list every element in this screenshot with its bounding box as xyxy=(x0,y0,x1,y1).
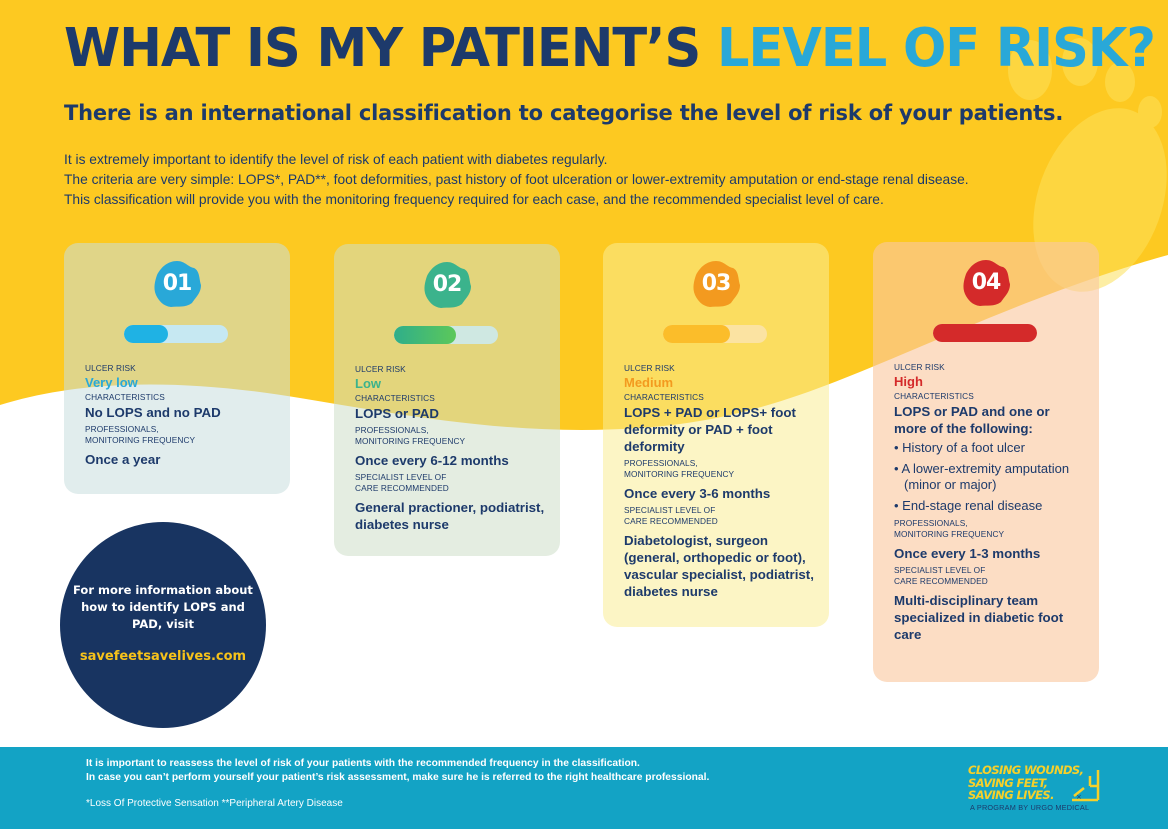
page-subtitle: There is an international classification… xyxy=(64,101,1064,125)
specialist-label: Specialist level of care recommended xyxy=(355,472,449,493)
title-main: WHAT IS MY PATIENT’S xyxy=(64,17,701,80)
foot-chart-icon: × xyxy=(1072,770,1100,802)
abbreviations-note: *Loss Of Protective Sensation **Peripher… xyxy=(86,798,343,809)
card-content: ULCER RISK Low CHARACTERISTICS LOPS or P… xyxy=(355,364,546,536)
characteristics-label: CHARACTERISTICS xyxy=(624,392,704,402)
level-number: 03 xyxy=(701,271,732,296)
level-number: 04 xyxy=(971,270,1002,295)
intro-line: It is extremely important to identify th… xyxy=(64,152,608,167)
frequency-label: PROFESSIONALS, MONITORING FREQUENCY xyxy=(624,458,735,479)
specialist-value: Multi-disciplinary team specialized in d… xyxy=(894,593,1064,642)
level-badge: 02 xyxy=(422,260,472,310)
title-accent: LEVEL OF RISK? xyxy=(717,17,1156,80)
card-content: ULCER RISK Very low CHARACTERISTICS No L… xyxy=(85,363,276,471)
program-logo: CLOSING WOUNDS, SAVING FEET, SAVING LIVE… xyxy=(968,764,1108,816)
risk-level: Medium xyxy=(624,375,674,390)
specialist-value: Diabetologist, surgeon (general, orthope… xyxy=(624,533,814,599)
risk-card-very-low: 01 ULCER RISK Very low CHARACTERISTICS N… xyxy=(64,243,290,494)
frequency-label: PROFESSIONALS, MONITORING FREQUENCY xyxy=(894,518,1005,539)
risk-bar-fill xyxy=(933,324,1037,342)
characteristics-value: LOPS or PAD and one or more of the follo… xyxy=(894,404,1050,436)
website-link[interactable]: savefeetsavelives.com xyxy=(79,649,247,664)
risk-card-medium: 03 ULCER RISK Medium CHARACTERISTICS LOP… xyxy=(603,243,829,627)
footer-banner: It is important to reassess the level of… xyxy=(0,747,1168,829)
splat-icon xyxy=(693,261,740,307)
risk-card-high: 04 ULCER RISK High CHARACTERISTICS LOPS … xyxy=(873,242,1099,682)
card-content: ULCER RISK Medium CHARACTERISTICS LOPS +… xyxy=(624,363,815,603)
card-content: ULCER RISK High CHARACTERISTICS LOPS or … xyxy=(894,362,1085,646)
footer-notes: It is important to reassess the level of… xyxy=(86,757,709,785)
risk-bar-fill xyxy=(663,325,730,343)
splat-icon xyxy=(424,262,471,308)
criteria-item: • End-stage renal disease xyxy=(894,497,1043,513)
frequency-value: Once every 3-6 months xyxy=(624,486,771,501)
specialist-label: Specialist level of care recommended xyxy=(624,505,718,526)
frequency-label: PROFESSIONALS, MONITORING FREQUENCY xyxy=(85,424,196,445)
ulcer-risk-label: ULCER RISK xyxy=(355,364,406,374)
characteristics-value: No LOPS and no PAD xyxy=(85,405,221,420)
risk-bar xyxy=(663,325,767,343)
risk-card-low: 02 ULCER RISK Low CHARACTERISTICS LOPS o… xyxy=(334,244,560,556)
risk-bar xyxy=(394,326,498,344)
svg-text:×: × xyxy=(1076,793,1082,801)
level-badge: 01 xyxy=(152,259,202,309)
risk-level: Very low xyxy=(85,375,138,390)
splat-icon xyxy=(154,261,201,307)
risk-bar xyxy=(933,324,1037,342)
characteristics-value: LOPS + PAD or LOPS+ foot deformity or PA… xyxy=(624,405,796,454)
risk-level: High xyxy=(894,374,923,389)
risk-bar xyxy=(124,325,228,343)
ulcer-risk-label: ULCER RISK xyxy=(624,363,675,373)
risk-level: Low xyxy=(355,376,381,391)
ulcer-risk-label: ULCER RISK xyxy=(894,362,945,372)
frequency-label: PROFESSIONALS, MONITORING FREQUENCY xyxy=(355,425,466,446)
logo-tagline: A PROGRAM BY URGO MEDICAL xyxy=(970,803,1090,812)
footer-note: In case you can’t perform yourself your … xyxy=(86,772,710,783)
logo-slogan: CLOSING WOUNDS, SAVING FEET, SAVING LIVE… xyxy=(968,763,1084,802)
characteristics-label: CHARACTERISTICS xyxy=(355,393,435,403)
criteria-item: • History of a foot ulcer xyxy=(894,440,1025,455)
level-number: 02 xyxy=(432,272,463,297)
risk-bar-fill xyxy=(124,325,168,343)
characteristics-value: LOPS or PAD xyxy=(355,406,439,421)
frequency-value: Once every 1-3 months xyxy=(894,546,1041,561)
specialist-value: General practioner, podiatrist, diabetes… xyxy=(355,500,545,532)
criteria-item: • A lower-extremity amputation (minor or… xyxy=(894,460,1070,493)
frequency-value: Once a year xyxy=(85,452,161,467)
criteria-list: • History of a foot ulcer • A lower-extr… xyxy=(894,440,1085,514)
intro-text: It is extremely important to identify th… xyxy=(64,150,1124,210)
characteristics-label: CHARACTERISTICS xyxy=(894,391,974,401)
level-badge: 03 xyxy=(691,259,741,309)
intro-line: The criteria are very simple: LOPS*, PAD… xyxy=(64,172,969,187)
footer-note: It is important to reassess the level of… xyxy=(86,758,640,769)
level-badge: 04 xyxy=(961,258,1011,308)
characteristics-label: CHARACTERISTICS xyxy=(85,392,165,402)
specialist-label: Specialist level of care recommended xyxy=(894,565,988,586)
info-text: For more information about how to identi… xyxy=(73,583,253,631)
page-title: WHAT IS MY PATIENT’S LEVEL OF RISK? xyxy=(64,22,1156,76)
level-number: 01 xyxy=(162,271,193,296)
intro-line: This classification will provide you wit… xyxy=(64,192,884,207)
risk-bar-fill xyxy=(394,326,457,344)
frequency-value: Once every 6-12 months xyxy=(355,453,509,468)
info-circle: For more information about how to identi… xyxy=(60,522,266,728)
ulcer-risk-label: ULCER RISK xyxy=(85,363,136,373)
splat-icon xyxy=(963,260,1010,306)
